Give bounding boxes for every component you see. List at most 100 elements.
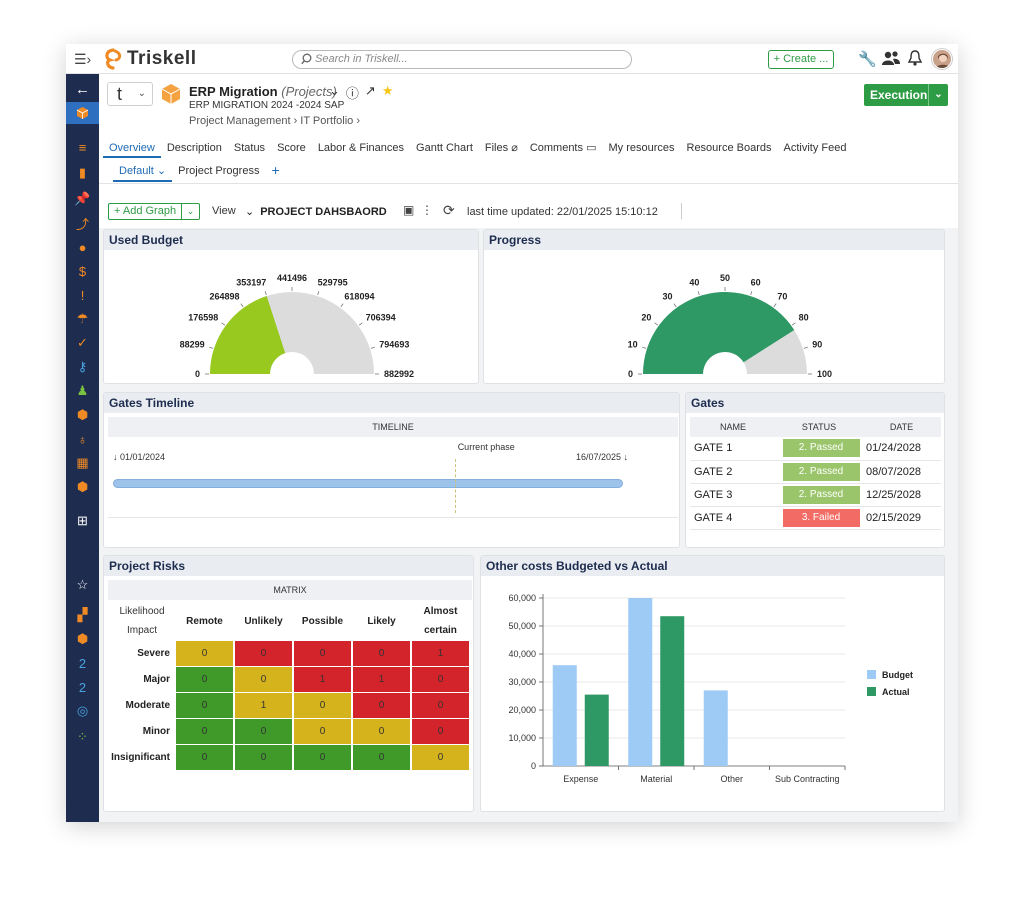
risk-cell[interactable]: 0 xyxy=(176,693,233,718)
tab-status[interactable]: Status xyxy=(233,142,266,154)
tab-files[interactable]: Files ⌀ xyxy=(479,138,524,158)
tab-overview[interactable]: Overview xyxy=(103,138,161,158)
key-icon[interactable]: ⚷ xyxy=(77,359,88,374)
risk-cell[interactable]: 0 xyxy=(235,667,292,692)
bar-budget-material[interactable] xyxy=(628,598,653,766)
grid-icon[interactable]: ▦ xyxy=(76,455,89,470)
star-icon[interactable]: ★ xyxy=(381,83,394,98)
risk-cell[interactable]: 0 xyxy=(353,719,410,744)
org-chart-icon[interactable]: ▞ xyxy=(77,607,88,622)
bar-budget-other[interactable] xyxy=(703,690,728,766)
project-cube-icon[interactable] xyxy=(66,102,99,124)
lightbulb-icon[interactable]: ♁ xyxy=(77,431,88,447)
risk-cell[interactable]: 0 xyxy=(176,641,233,666)
column-header[interactable]: DATE xyxy=(862,417,941,437)
column-header[interactable]: NAME xyxy=(690,417,776,437)
execution-status-button[interactable]: Execution ⌄ xyxy=(864,84,948,106)
risk-cell[interactable]: 1 xyxy=(235,693,292,718)
save-icon[interactable]: ▣ xyxy=(403,203,415,217)
legend-label[interactable]: Actual xyxy=(882,687,910,697)
package-icon[interactable]: ⬢ xyxy=(76,479,89,494)
target-icon[interactable]: ◎ xyxy=(76,703,89,718)
star-icon[interactable]: ☆ xyxy=(76,577,89,592)
breadcrumb-item[interactable]: Project Management xyxy=(189,115,291,127)
wrench-icon[interactable]: 🔧 xyxy=(858,51,877,68)
back-arrow-icon[interactable]: ← xyxy=(75,80,90,98)
create-button[interactable]: + Create ... xyxy=(768,50,834,69)
tab-labor-finances[interactable]: Labor & Finances xyxy=(317,142,405,154)
risk-cell[interactable]: 0 xyxy=(353,745,410,770)
tab-resource-boards[interactable]: Resource Boards xyxy=(686,142,772,154)
number-two-alt-icon[interactable]: 2 xyxy=(78,679,87,695)
bar-actual-material[interactable] xyxy=(660,616,685,766)
subtab-default[interactable]: Default ⌄ xyxy=(113,162,173,182)
refresh-icon[interactable]: ⟳ xyxy=(443,202,455,218)
chevron-down-icon[interactable]: ⌄ xyxy=(181,204,199,219)
subtab-project-progress[interactable]: Project Progress xyxy=(178,165,260,177)
legend-label[interactable]: Budget xyxy=(882,670,913,680)
alert-icon[interactable]: ! xyxy=(80,287,85,303)
brand-logo[interactable]: Triskell xyxy=(102,48,197,70)
risk-cell[interactable]: 0 xyxy=(412,719,469,744)
chevron-down-icon[interactable]: ⌄ xyxy=(928,84,948,106)
risk-cell[interactable]: 0 xyxy=(412,693,469,718)
box-icon[interactable]: ⬢ xyxy=(76,407,89,422)
view-select[interactable]: ⌄ PROJECT DAHSBAORD xyxy=(245,205,387,218)
bar-chart-icon[interactable]: ▮ xyxy=(78,165,87,180)
risk-cell[interactable]: 0 xyxy=(353,641,410,666)
risk-cell[interactable]: 0 xyxy=(294,641,351,666)
risk-cell[interactable]: 1 xyxy=(412,641,469,666)
check-circle-icon[interactable]: ✓ xyxy=(77,335,88,350)
risk-cell[interactable]: 1 xyxy=(294,667,351,692)
tab-description[interactable]: Description xyxy=(166,142,222,154)
risk-cell[interactable]: 0 xyxy=(176,667,233,692)
table-row[interactable]: GATE 4 3. Failed 02/15/2029 xyxy=(690,506,941,530)
dollar-icon[interactable]: $ xyxy=(78,263,87,279)
table-row[interactable]: GATE 3 2. Passed 12/25/2028 xyxy=(690,483,941,507)
list-icon[interactable]: ≡ xyxy=(78,139,87,155)
risk-cell[interactable]: 0 xyxy=(176,719,233,744)
info-icon[interactable]: ⓘ xyxy=(345,86,359,101)
risk-cell[interactable]: 0 xyxy=(235,745,292,770)
umbrella-icon[interactable]: ☂ xyxy=(76,311,89,326)
risk-cell[interactable]: 1 xyxy=(353,667,410,692)
number-two-icon[interactable]: 2 xyxy=(78,655,87,671)
risk-cell[interactable]: 0 xyxy=(412,745,469,770)
timeline-bar[interactable] xyxy=(113,479,623,488)
signpost-icon[interactable]: ⤴ xyxy=(75,216,89,232)
tab-my-resources[interactable]: My resources xyxy=(608,142,675,154)
location-icon[interactable]: ● xyxy=(78,239,87,255)
tab-comments[interactable]: Comments ▭ xyxy=(524,138,603,158)
external-link-icon[interactable]: ↗ xyxy=(364,83,376,98)
search-input[interactable]: Search in Triskell... xyxy=(292,50,632,69)
users-icon[interactable] xyxy=(882,50,900,70)
table-row[interactable]: GATE 1 2. Passed 01/24/2028 xyxy=(690,437,941,461)
tab-gantt-chart[interactable]: Gantt Chart xyxy=(416,142,473,154)
breadcrumb-item[interactable]: IT Portfolio xyxy=(300,115,354,127)
pin-icon[interactable]: 📌 xyxy=(74,191,91,206)
more-options-icon[interactable]: ⋮ xyxy=(421,203,433,217)
bar-budget-expense[interactable] xyxy=(552,665,577,766)
add-subtab-icon[interactable]: + xyxy=(271,162,280,178)
bar-actual-expense[interactable] xyxy=(584,694,609,766)
add-graph-button[interactable]: + Add Graph ⌄ xyxy=(108,203,200,220)
risk-cell[interactable]: 0 xyxy=(235,719,292,744)
risk-cell[interactable]: 0 xyxy=(176,745,233,770)
table-row[interactable]: GATE 2 2. Passed 08/07/2028 xyxy=(690,460,941,484)
risk-cell[interactable]: 0 xyxy=(294,745,351,770)
risk-cell[interactable]: 0 xyxy=(412,667,469,692)
team-icon[interactable]: ♟ xyxy=(76,383,89,398)
tab-activity-feed[interactable]: Activity Feed xyxy=(783,142,847,154)
menu-toggle-icon[interactable]: ☰› xyxy=(74,51,92,67)
risk-cell[interactable]: 0 xyxy=(294,719,351,744)
column-header[interactable]: STATUS xyxy=(776,417,862,437)
risk-cell[interactable]: 0 xyxy=(353,693,410,718)
risk-cell[interactable]: 0 xyxy=(294,693,351,718)
bell-icon[interactable] xyxy=(907,50,923,70)
dots-icon[interactable]: ⁘ xyxy=(77,729,88,744)
user-avatar[interactable] xyxy=(932,49,952,69)
project-switcher[interactable]: t ⌄ xyxy=(107,82,153,106)
hierarchy-icon[interactable]: ⊞ xyxy=(77,513,88,528)
cube-icon[interactable]: ⬢ xyxy=(76,631,89,646)
chevron-down-icon[interactable]: ⌄ xyxy=(329,83,340,98)
